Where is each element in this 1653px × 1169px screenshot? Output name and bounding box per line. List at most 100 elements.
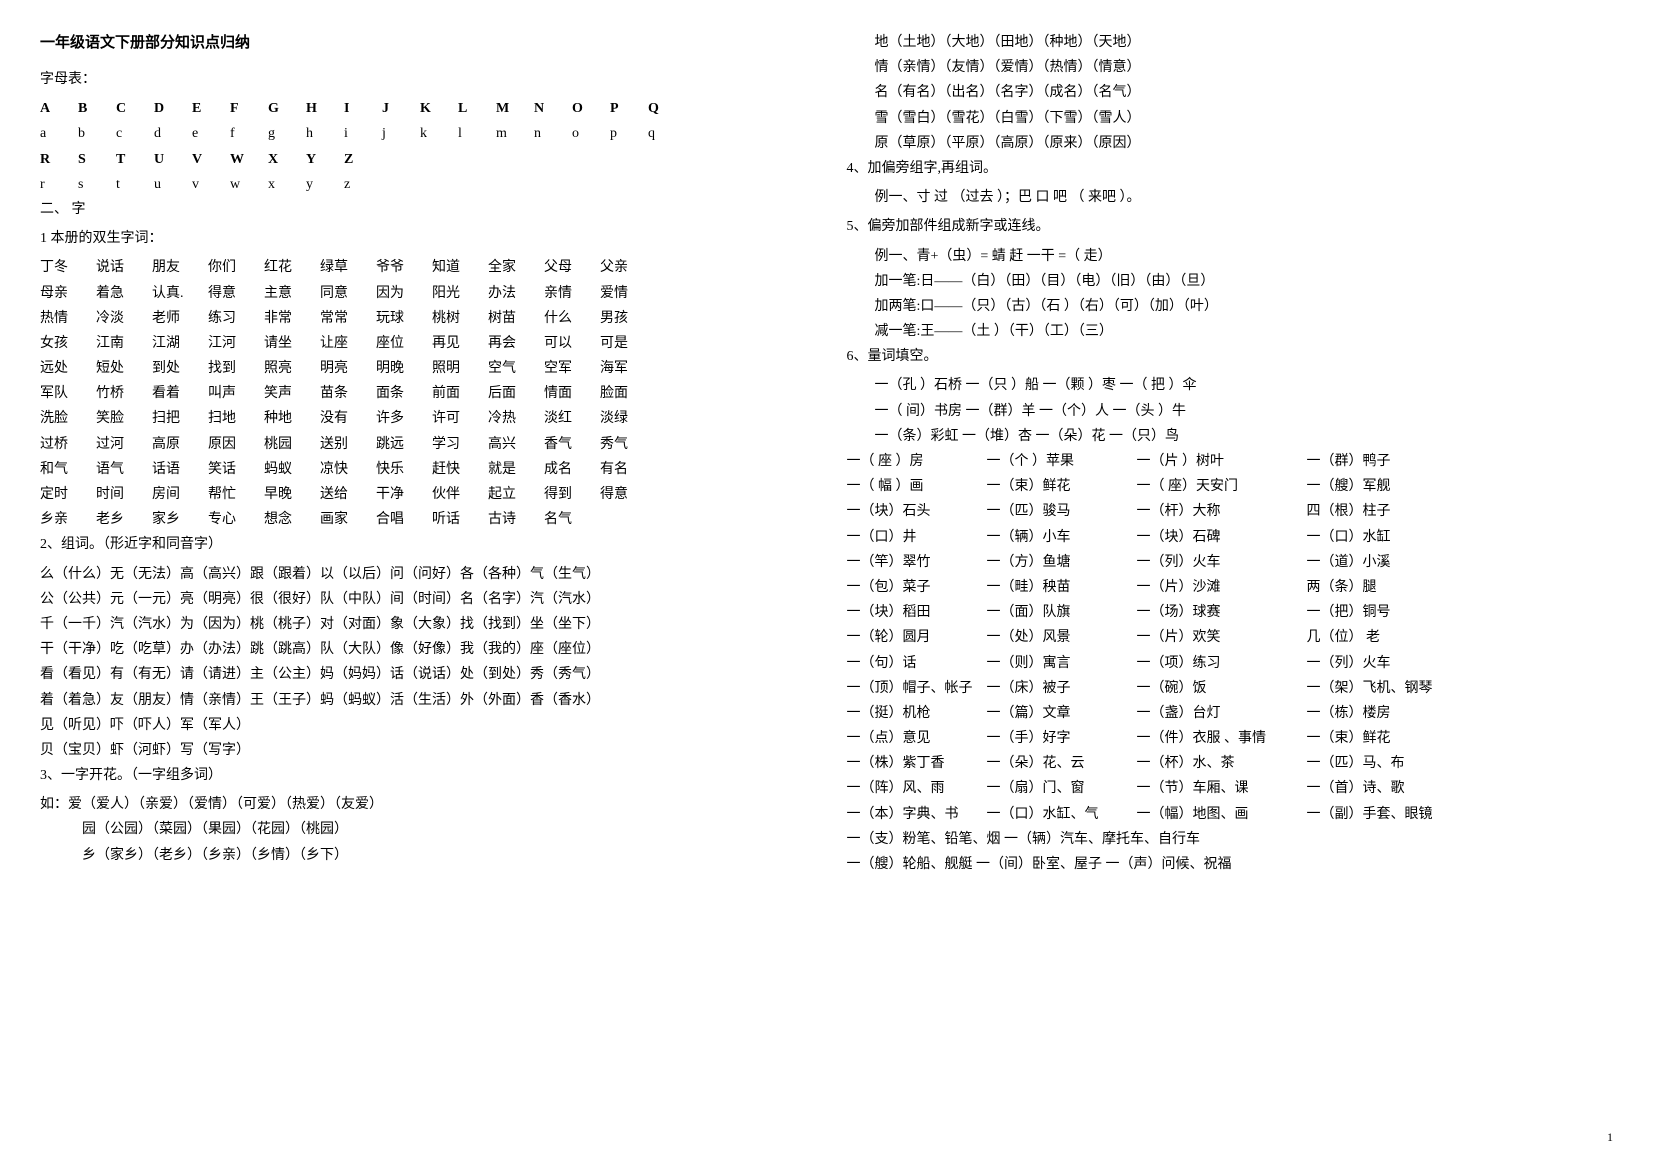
measure-row: 一（块）石头一（匹）骏马一（杆）大称四（根）柱子 xyxy=(847,499,1614,524)
twin-word-row: 军队竹桥看着叫声笑声苗条面条前面后面情面脸面 xyxy=(40,381,807,406)
measure-cell: 一（面）队旗 xyxy=(987,600,1137,625)
measure-cell: 一（碗）饭 xyxy=(1137,676,1307,701)
twin-word-cell: 淡绿 xyxy=(600,406,656,431)
twin-word-cell: 树苗 xyxy=(488,306,544,331)
alphabet-cell: s xyxy=(78,172,116,197)
alphabet-cell: i xyxy=(344,121,382,146)
twin-word-cell: 赶快 xyxy=(432,457,488,482)
twin-word-cell: 男孩 xyxy=(600,306,656,331)
twin-word-cell: 时间 xyxy=(96,482,152,507)
measure-cell: 一（匹）马、布 xyxy=(1307,751,1477,776)
twin-word-cell: 话语 xyxy=(152,457,208,482)
twin-word-cell: 家乡 xyxy=(152,507,208,532)
measure-cell: 一（口）井 xyxy=(847,525,987,550)
twin-word-cell: 起立 xyxy=(488,482,544,507)
alphabet-cell: N xyxy=(534,96,572,121)
twin-word-cell: 干净 xyxy=(376,482,432,507)
alphabet-row: abcdefghijklmnopq xyxy=(40,121,807,146)
twin-word-cell: 请坐 xyxy=(264,331,320,356)
twin-word-cell: 绿草 xyxy=(320,255,376,280)
twin-word-cell: 明亮 xyxy=(320,356,376,381)
twin-word-cell: 过河 xyxy=(96,432,152,457)
twin-word-cell: 冷淡 xyxy=(96,306,152,331)
twin-word-cell: 让座 xyxy=(320,331,376,356)
twin-word-cell: 办法 xyxy=(488,281,544,306)
measure-cell: 两（条）腿 xyxy=(1307,575,1477,600)
twin-word-cell: 伙伴 xyxy=(432,482,488,507)
section5-line: 减一笔:王——（土 ）（干）（工）（三） xyxy=(847,319,1614,344)
twin-word-cell: 说话 xyxy=(96,255,152,280)
twin-word-cell: 老师 xyxy=(152,306,208,331)
twin-word-row: 和气语气话语笑话蚂蚁凉快快乐赶快就是成名有名 xyxy=(40,457,807,482)
twin-word-cell: 同意 xyxy=(320,281,376,306)
twin-word-cell: 明晚 xyxy=(376,356,432,381)
alphabet-cell: E xyxy=(192,96,230,121)
alphabet-cell: j xyxy=(382,121,420,146)
measure-bottom-line: 一（支）粉笔、铅笔、烟 一（辆）汽车、摩托车、自行车 xyxy=(847,827,1614,852)
twin-word-cell: 爱情 xyxy=(600,281,656,306)
twin-word-cell: 因为 xyxy=(376,281,432,306)
form-word-line: 千（一千）汽（汽水）为（因为）桃（桃子）对（对面）象（大象）找（找到）坐（坐下） xyxy=(40,612,807,637)
alphabet-cell: d xyxy=(154,121,192,146)
twin-word-cell: 想念 xyxy=(264,507,320,532)
measure-cell: 一（朵）花、云 xyxy=(987,751,1137,776)
alphabet-cell: q xyxy=(648,121,686,146)
alphabet-cell: L xyxy=(458,96,496,121)
one-char-block: 如：爱（爱人）（亲爱）（爱情）（可爱）（热爱）（友爱）园（公园）（菜园）（果园）… xyxy=(40,792,807,868)
twin-word-cell: 爷爷 xyxy=(376,255,432,280)
measure-cell: 一（道）小溪 xyxy=(1307,550,1477,575)
section4-label: 4、加偏旁组字,再组词。 xyxy=(847,156,1614,181)
measure-row: 一（点）意见一（手）好字一（件）衣服 、事情一（束）鲜花 xyxy=(847,726,1614,751)
alphabet-cell: C xyxy=(116,96,154,121)
right-top-line: 原（草原）（平原）（高原）（原来）（原因） xyxy=(847,131,1614,156)
alphabet-row: RSTUVWXYZ xyxy=(40,147,807,172)
main-title: 一年级语文下册部分知识点归纳 xyxy=(40,30,807,57)
twin-word-cell: 江湖 xyxy=(152,331,208,356)
section6-line: 一（条）彩虹 一（堆）杏 一（朵）花 一（只）鸟 xyxy=(847,424,1614,449)
section5-label: 5、偏旁加部件组成新字或连线。 xyxy=(847,214,1614,239)
twin-word-cell: 着急 xyxy=(96,281,152,306)
twin-word-cell: 桃园 xyxy=(264,432,320,457)
twin-word-cell: 什么 xyxy=(544,306,600,331)
twin-word-cell: 后面 xyxy=(488,381,544,406)
twin-word-cell: 脸面 xyxy=(600,381,656,406)
twin-word-cell: 合唱 xyxy=(376,507,432,532)
twin-word-cell: 照亮 xyxy=(264,356,320,381)
twin-word-cell: 江河 xyxy=(208,331,264,356)
twin-word-cell: 学习 xyxy=(432,432,488,457)
alphabet-cell: B xyxy=(78,96,116,121)
twin-word-cell: 看着 xyxy=(152,381,208,406)
alphabet-row: ABCDEFGHIJKLMNOPQ xyxy=(40,96,807,121)
measure-cell: 一（架）飞机、钢琴 xyxy=(1307,676,1477,701)
measure-cell: 一（畦）秧苗 xyxy=(987,575,1137,600)
measure-bottom-block: 一（支）粉笔、铅笔、烟 一（辆）汽车、摩托车、自行车一（艘）轮船、舰艇 一（间）… xyxy=(847,827,1614,877)
measure-row: 一（ 座 ）房一（个 ）苹果一（片 ）树叶一（群）鸭子 xyxy=(847,449,1614,474)
form-word-line: 看（看见）有（有无）请（请进）主（公主）妈（妈妈）话（说话）处（到处）秀（秀气） xyxy=(40,662,807,687)
measure-cell: 一（句）话 xyxy=(847,651,987,676)
section5-line: 加两笔:口——（只）（古）（石 ）（右）（可）（加）（叶） xyxy=(847,294,1614,319)
twin-word-cell: 阳光 xyxy=(432,281,488,306)
measure-cell: 几（位） 老 xyxy=(1307,625,1477,650)
twin-word-cell: 情面 xyxy=(544,381,600,406)
twin-word-cell: 苗条 xyxy=(320,381,376,406)
right-top-line: 情（亲情）（友情）（爱情）（热情）（情意） xyxy=(847,55,1614,80)
twin-word-cell: 许多 xyxy=(376,406,432,431)
section6-label: 6、量词填空。 xyxy=(847,344,1614,369)
right-top-block: 地（土地）（大地）（田地）（种地）（天地）情（亲情）（友情）（爱情）（热情）（情… xyxy=(847,30,1614,156)
measure-cell: 一（匹）骏马 xyxy=(987,499,1137,524)
twin-word-row: 热情冷淡老师练习非常常常玩球桃树树苗什么男孩 xyxy=(40,306,807,331)
page-number: 1 xyxy=(1607,1127,1613,1149)
alphabet-cell: J xyxy=(382,96,420,121)
twin-word-cell: 没有 xyxy=(320,406,376,431)
measure-cell: 一（块）石头 xyxy=(847,499,987,524)
alphabet-cell: m xyxy=(496,121,534,146)
alphabet-cell: I xyxy=(344,96,382,121)
twin-word-cell: 到处 xyxy=(152,356,208,381)
measure-cell: 一（手）好字 xyxy=(987,726,1137,751)
twin-word-cell: 房间 xyxy=(152,482,208,507)
twin-word-cell: 扫把 xyxy=(152,406,208,431)
measure-cell: 一（项）练习 xyxy=(1137,651,1307,676)
measure-cell: 一（副）手套、眼镜 xyxy=(1307,802,1477,827)
alphabet-cell: F xyxy=(230,96,268,121)
twin-word-cell: 短处 xyxy=(96,356,152,381)
